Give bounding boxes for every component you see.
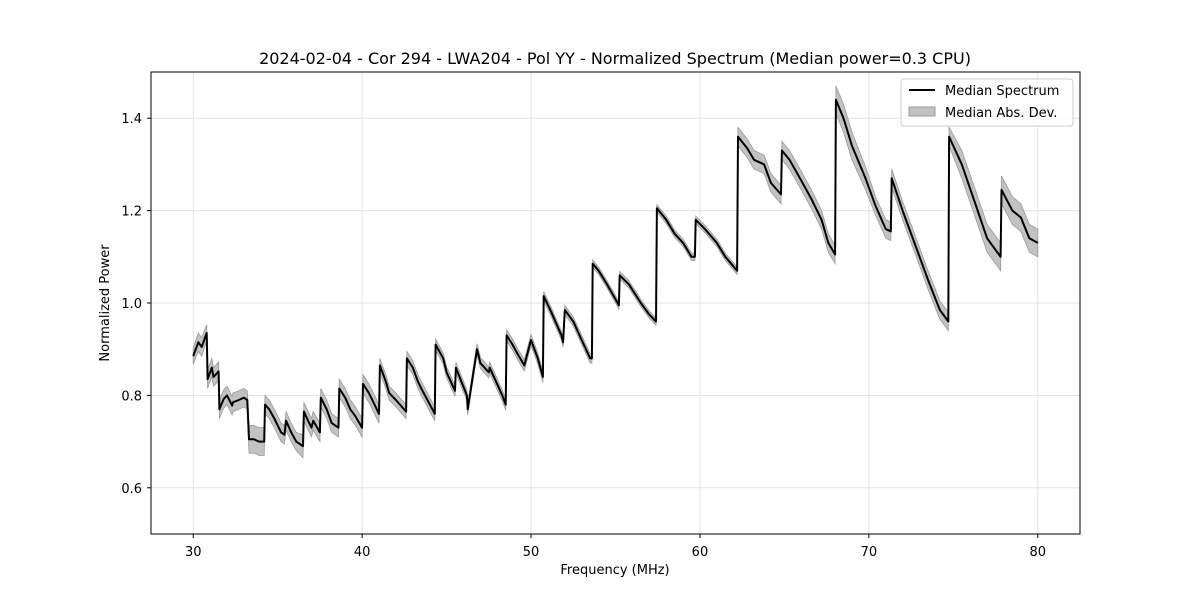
chart-title: 2024-02-04 - Cor 294 - LWA204 - Pol YY -…: [259, 49, 971, 68]
y-tick-label: 1.4: [121, 112, 142, 127]
x-axis-label: Frequency (MHz): [560, 563, 669, 578]
series-median-spectrum-line: [192, 98, 1039, 448]
median-line-layer: [192, 98, 1039, 448]
legend-entry-median-abs-dev: Median Abs. Dev.: [945, 106, 1057, 121]
y-axis-ticks: 0.6 0.8 1.0 1.2 1.4: [121, 112, 151, 497]
legend-box: [900, 78, 1074, 127]
x-tick-label: 50: [523, 545, 540, 560]
legend-band-swatch: [908, 106, 936, 117]
x-axis-ticks: 30 40 50 60 70 80: [185, 534, 1046, 560]
y-axis-label: Normalized Power: [98, 244, 113, 362]
y-tick-label: 0.6: [121, 482, 142, 497]
y-tick-label: 1.0: [121, 297, 142, 312]
x-tick-label: 70: [861, 545, 878, 560]
x-tick-label: 80: [1029, 545, 1046, 560]
legend-entry-median-spectrum: Median Spectrum: [945, 84, 1059, 99]
y-tick-label: 0.8: [121, 389, 142, 404]
x-tick-label: 30: [185, 545, 202, 560]
x-tick-label: 60: [692, 545, 709, 560]
x-tick-label: 40: [354, 545, 371, 560]
y-tick-label: 1.2: [121, 205, 142, 220]
legend: Median Spectrum Median Abs. Dev.: [900, 78, 1074, 127]
